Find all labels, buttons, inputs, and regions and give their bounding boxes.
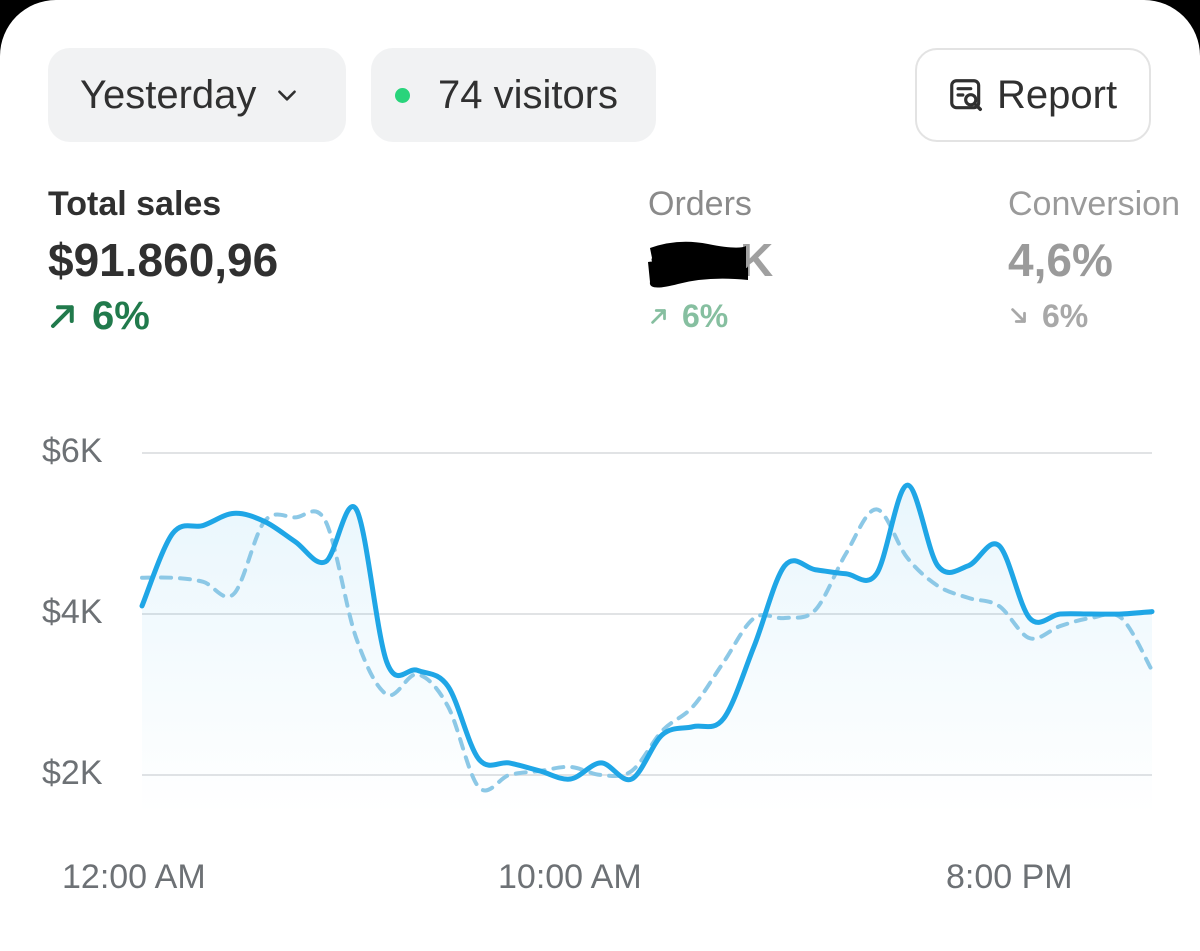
redaction-mark	[648, 241, 748, 288]
metric-conversion[interactable]: Conversion 4,6% 6%	[1008, 182, 1180, 342]
metric-total-sales[interactable]: Total sales $91.860,96 6%	[48, 182, 278, 342]
arrow-up-right-icon	[51, 305, 74, 328]
chevron-down-icon	[278, 90, 297, 101]
comparison-period-line	[140, 507, 1154, 793]
orders-value: K	[648, 230, 788, 290]
date-range-dropdown[interactable]: Yesterday	[48, 48, 346, 142]
x-tick-label: 12:00 AM	[62, 858, 206, 896]
report-label: Report	[997, 72, 1118, 117]
report-icon	[950, 79, 982, 111]
conversion-delta-value: 6%	[1042, 298, 1089, 334]
metric-orders[interactable]: Orders K 6%	[648, 182, 788, 342]
arrow-up-right-icon	[651, 309, 666, 324]
current-period-area	[142, 485, 1152, 816]
current-period-line	[139, 482, 1155, 783]
orders-label: Orders	[648, 185, 752, 223]
y-tick-label: $2K	[42, 754, 103, 792]
date-range-label: Yesterday	[80, 72, 257, 117]
visitors-label: 74 visitors	[438, 72, 619, 117]
report-button[interactable]: Report	[915, 48, 1151, 142]
conversion-delta: 6%	[1008, 290, 1180, 342]
conversion-value: 4,6%	[1008, 234, 1113, 286]
x-tick-label: 8:00 PM	[946, 858, 1073, 896]
y-tick-label: $6K	[42, 432, 103, 470]
arrow-down-right-icon	[1011, 308, 1026, 323]
total-sales-delta: 6%	[48, 290, 278, 342]
orders-delta: 6%	[648, 290, 788, 342]
conversion-label: Conversion	[1008, 185, 1180, 223]
total-sales-value: $91.860,96	[48, 234, 279, 286]
x-tick-label: 10:00 AM	[498, 858, 642, 896]
orders-delta-value: 6%	[682, 298, 729, 334]
total-sales-label: Total sales	[48, 185, 222, 223]
total-sales-delta-value: 6%	[92, 294, 150, 338]
y-tick-label: $4K	[42, 593, 103, 631]
live-visitors-badge[interactable]: 74 visitors	[371, 48, 656, 142]
live-dot-icon	[395, 87, 410, 103]
